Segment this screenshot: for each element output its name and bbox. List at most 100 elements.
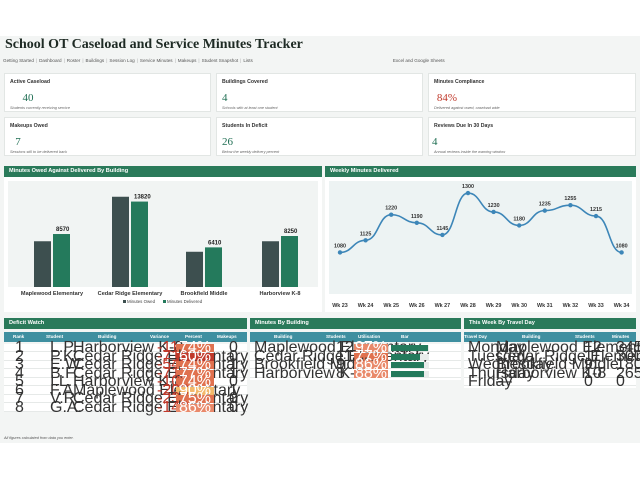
- nav-getting-started[interactable]: Getting Started: [3, 58, 34, 63]
- cell-building: Harborview K-8: [496, 364, 607, 382]
- cell-building: Harborview K-8: [73, 339, 184, 356]
- bar-category-label: Maplewood Elementary: [21, 291, 84, 297]
- cell-building: Maplewood Elementary: [496, 339, 640, 356]
- cell-students: 12: [584, 339, 602, 356]
- bar-data-label: 8570: [56, 227, 70, 233]
- footer-note: All figures calculated from data you ent…: [4, 436, 74, 440]
- cell-building: Brookfield Middle: [496, 356, 619, 373]
- col-rank: Rank: [13, 334, 25, 339]
- cell-students: 0: [584, 373, 593, 390]
- nav-service-minutes[interactable]: Service Minutes: [139, 58, 173, 63]
- table-row: 4 B.F. Cedar Ridge Elementary -715 77% 1: [4, 364, 248, 382]
- cell-makeups: 0: [229, 347, 238, 365]
- kpi-sub: Sessions still to be delivered back: [10, 150, 67, 154]
- nav-makeups[interactable]: Makeups: [177, 58, 197, 63]
- cell-utilisation: 86%: [354, 356, 388, 373]
- deficit-table-body: 1 L.P. Harborview K-8 -117 74% 0 2 P.K. Cedar Ri…: [4, 339, 248, 416]
- line-x-tick: Wk 31: [537, 303, 553, 309]
- table-row: 5 I.L. Harborview K-8 -105 74% 0: [4, 373, 247, 390]
- col-variance: Variance: [150, 334, 169, 339]
- line-data-label: 1125: [360, 231, 372, 237]
- cell-minutes: 180: [616, 356, 640, 373]
- bar-delivered-3: [281, 236, 298, 287]
- line-x-tick: Wk 25: [383, 303, 399, 309]
- cell-minutes: 265: [616, 364, 640, 382]
- bar-category-label: Brookfield Middle: [181, 291, 228, 297]
- utilisation-bar-fill: [391, 353, 421, 360]
- bar-category-label: Cedar Ridge Elementary: [98, 291, 164, 297]
- cell-makeups: 0: [229, 373, 238, 390]
- nav-excel-google-link[interactable]: Excel and Google Sheets: [392, 58, 445, 63]
- bar-data-label: 6410: [208, 240, 222, 246]
- cell-travel-day: Monday: [468, 339, 525, 356]
- line-data-label: 1190: [411, 214, 423, 220]
- table-row: 6 F.A. Maplewood Elementary -200 90% 1: [4, 382, 247, 398]
- line-point: [414, 220, 419, 225]
- cell-students: 11: [336, 347, 353, 365]
- kpi-value: 40: [22, 92, 34, 104]
- col-students: Students: [575, 334, 595, 339]
- line-point: [465, 190, 471, 196]
- kpi-value: 84%: [436, 92, 458, 104]
- kpi-label: Minutes Compliance: [434, 79, 485, 85]
- bar-owed-2: [186, 251, 203, 287]
- cell-percent: 74%: [176, 357, 214, 373]
- cell-minutes: 0: [616, 373, 625, 390]
- cell-building: Harborview K-8: [254, 364, 365, 382]
- table-row: Cedar Ridge Elementary 11 77%: [250, 347, 461, 365]
- kpi-sub: Annual reviews inside the warning window: [434, 150, 506, 154]
- table-row: Brookfield Middle 9 86%: [250, 356, 461, 373]
- cell-percent: 90%: [176, 382, 214, 398]
- nav-buildings[interactable]: Buildings: [85, 58, 105, 63]
- line-data-label: 1145: [437, 226, 449, 232]
- table-row: 1 L.P. Harborview K-8 -117 74% 0: [4, 339, 247, 356]
- sheet-nav: Getting Started | Dashboard | Roster | Buil…: [3, 58, 445, 63]
- nav-dashboard[interactable]: Dashboard: [39, 58, 62, 63]
- cell-makeups: 1: [229, 364, 238, 382]
- line-data-label: 1300: [462, 184, 474, 190]
- bar-delivered-1: [131, 201, 148, 287]
- line-point: [440, 232, 445, 238]
- bar-owed-3: [262, 241, 279, 287]
- utilisation-bar-fill: [391, 345, 428, 351]
- col-travel-day: Travel Day: [464, 334, 487, 339]
- cell-makeups: 0: [229, 339, 238, 356]
- kpi-buildings-covered: Buildings Covered 4 Schools with at leas…: [216, 73, 423, 112]
- line-x-tick: Wk 29: [486, 303, 502, 309]
- line-x-tick: Wk 30: [511, 303, 527, 309]
- cell-students: 9: [584, 356, 593, 373]
- line-point: [389, 212, 394, 217]
- col-student: Student: [46, 334, 64, 339]
- table-row: Harborview K-8 8 88%: [250, 364, 461, 382]
- kpi-value: 7: [15, 136, 21, 148]
- line-x-tick: Wk 24: [358, 303, 374, 309]
- nav-student-snapshot[interactable]: Student Snapshot: [201, 58, 239, 63]
- bar-data-label: 13820: [134, 195, 151, 201]
- col-students: Students: [326, 334, 346, 339]
- line-chart-header: Weekly Minutes Delivered: [325, 166, 636, 177]
- cell-building: Brookfield Middle: [254, 356, 377, 373]
- cell-student: P.K.: [50, 347, 79, 365]
- cell-rank: 1: [15, 339, 24, 356]
- kpi-sub: Students currently receiving service: [10, 106, 70, 110]
- cell-travel-day: Thursday: [468, 364, 535, 382]
- line-x-tick: Wk 27: [435, 303, 451, 309]
- cell-rank: 8: [15, 398, 24, 416]
- cell-travel-day: Tuesday: [468, 347, 529, 365]
- cell-building: —: [496, 373, 512, 390]
- cell-makeups: 1: [229, 356, 238, 373]
- line-x-tick: Wk 23: [332, 303, 348, 309]
- line-x-tick: Wk 33: [588, 303, 604, 309]
- kpi-label: Buildings Covered: [222, 79, 268, 85]
- bar-owed-1: [112, 196, 129, 287]
- cell-utilisation: 88%: [354, 364, 388, 382]
- nav-lists[interactable]: Lists: [243, 58, 253, 63]
- table-row: Thursday Harborview K-8 10 265: [464, 364, 640, 382]
- nav-session-log[interactable]: Session Log: [109, 58, 135, 63]
- cell-student: G.A.: [50, 398, 83, 416]
- utilisation-bar-track: [391, 345, 429, 351]
- nav-roster[interactable]: Roster: [66, 58, 81, 63]
- line-data-label: 1080: [616, 243, 628, 249]
- kpi-sub: Schools with at least one student: [222, 106, 278, 110]
- bar-owed-0: [34, 241, 51, 287]
